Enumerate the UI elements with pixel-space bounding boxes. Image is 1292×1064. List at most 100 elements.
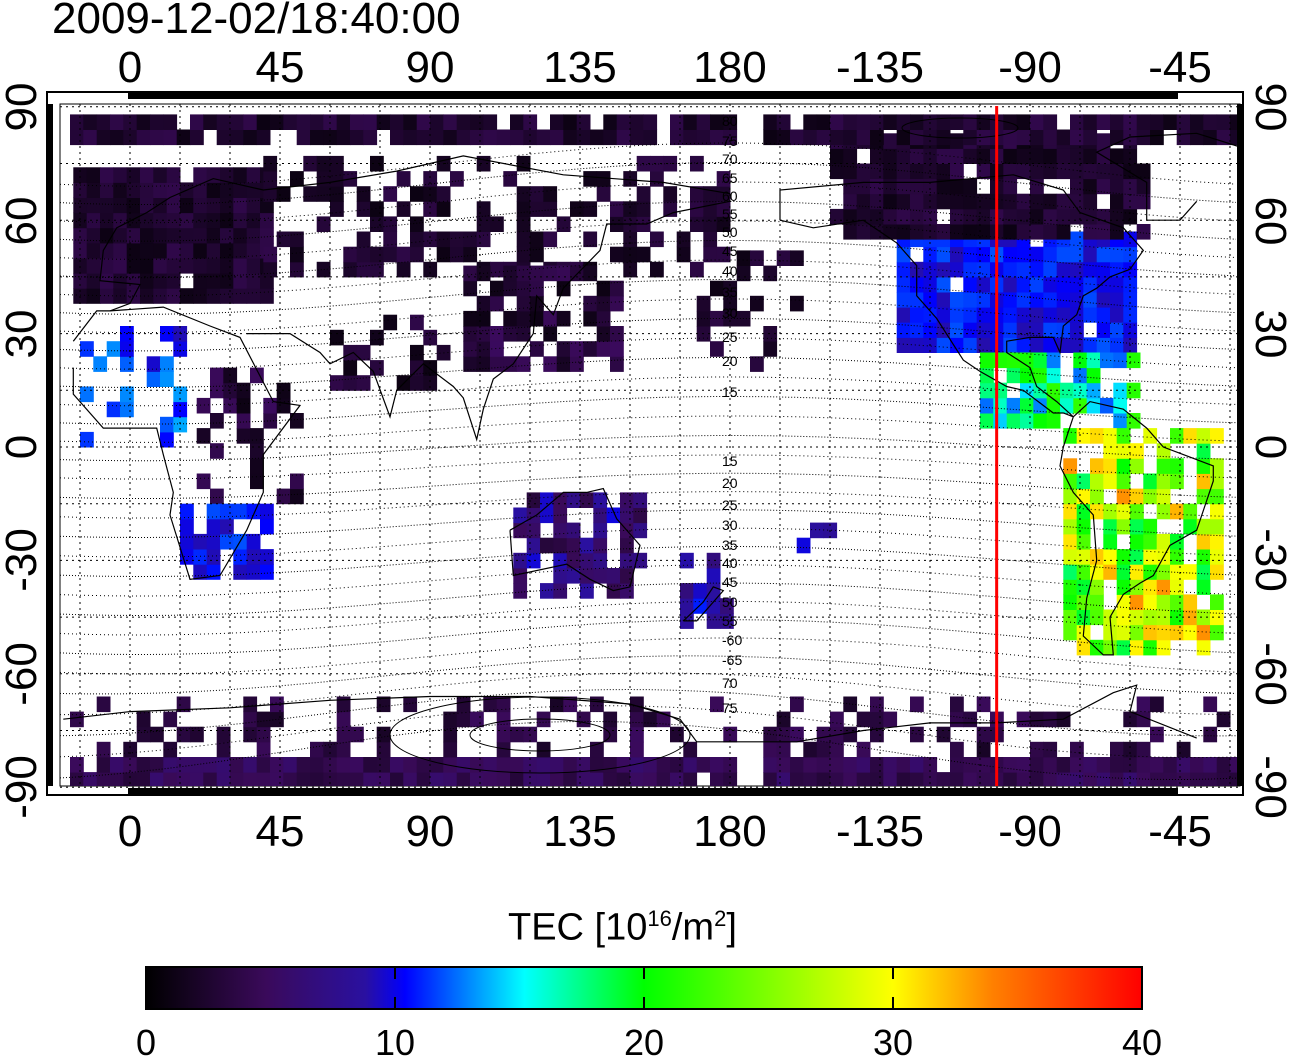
tec-cell — [596, 171, 611, 187]
tec-cell — [1033, 397, 1048, 414]
tec-cell — [436, 246, 451, 263]
tec-cell — [1210, 533, 1224, 550]
tec-cell — [126, 258, 141, 274]
tec-cell — [1190, 129, 1204, 146]
tec-cell — [950, 757, 964, 773]
tec-cell — [323, 129, 338, 146]
tec-cell — [1063, 609, 1078, 626]
tec-cell — [1136, 696, 1151, 713]
tec-cell — [1196, 473, 1211, 490]
tec-cell — [1123, 231, 1138, 248]
tec-cell — [1116, 473, 1131, 490]
tec-cell — [883, 178, 898, 195]
tec-cell — [443, 114, 458, 130]
tec-cell — [436, 186, 451, 202]
tec-cell — [856, 772, 871, 786]
tec-cell — [1116, 458, 1131, 474]
tec-cell — [73, 273, 88, 289]
tec-cell — [86, 212, 101, 229]
tec-cell — [330, 375, 344, 391]
tec-cell — [830, 163, 844, 180]
tec-cell — [1046, 397, 1061, 414]
tec-cell — [603, 114, 618, 130]
tec-cell — [1076, 473, 1091, 490]
tec-cell — [160, 371, 174, 387]
tec-cell — [570, 201, 584, 217]
tec-cell — [1063, 428, 1078, 444]
tec-cell — [790, 772, 804, 786]
tec-cell — [950, 224, 964, 240]
tec-cell — [1203, 772, 1218, 786]
tec-cell — [496, 696, 511, 713]
tec-cell — [166, 242, 181, 259]
tec-cell — [616, 757, 631, 773]
tec-cell — [670, 129, 684, 146]
tec-cell — [516, 246, 531, 263]
tec-cell — [583, 265, 598, 282]
tec-cell — [1260, 167, 1274, 183]
tec-cell — [503, 310, 518, 327]
tec-cell — [1257, 727, 1271, 743]
tec-cell — [690, 216, 704, 232]
tec-cell — [593, 492, 608, 508]
tec-cell — [830, 114, 844, 130]
tec-cell — [193, 288, 208, 304]
tec-cell — [583, 295, 598, 312]
tec-cell — [303, 186, 318, 202]
magnetic-contour — [60, 564, 1237, 597]
magnetic-label: 60 — [722, 188, 738, 204]
tec-cell — [173, 401, 188, 418]
tec-cell — [1243, 712, 1257, 728]
tec-cell — [980, 413, 994, 429]
tec-cell — [216, 741, 231, 758]
tec-cell — [896, 208, 911, 225]
tec-cell — [1110, 276, 1124, 293]
tec-cell — [450, 246, 464, 263]
tec-cell — [543, 186, 558, 202]
tec-cell — [290, 261, 304, 278]
tec-cell — [496, 711, 511, 728]
tec-cell — [763, 326, 778, 342]
magnetic-label: 15 — [722, 384, 738, 400]
tec-cell — [1096, 292, 1111, 308]
tec-cell — [96, 696, 111, 713]
left-edge-bar — [47, 104, 53, 786]
tec-cell — [263, 261, 278, 278]
tec-cell — [830, 129, 844, 146]
tec-cell — [423, 201, 438, 217]
tec-cell — [1103, 473, 1118, 490]
tec-cell — [1003, 148, 1018, 164]
tec-cell — [790, 129, 804, 146]
magnetic-label: 75 — [722, 700, 738, 716]
tec-cell — [630, 757, 644, 773]
tec-cell — [443, 129, 458, 146]
tec-cell — [1043, 337, 1058, 353]
tec-cell — [1136, 757, 1151, 773]
tec-cell — [410, 314, 424, 331]
tec-cell — [703, 201, 718, 217]
tec-cell — [1030, 711, 1044, 728]
tec-cell — [1196, 564, 1211, 580]
tec-cell — [1123, 772, 1138, 786]
tec-cell — [173, 416, 188, 433]
tec-cell — [650, 261, 664, 278]
tec-cell — [483, 696, 498, 713]
tec-cell — [580, 583, 594, 599]
tec-cell — [210, 443, 224, 459]
tec-cell — [550, 772, 564, 786]
tec-cell — [120, 386, 134, 403]
tec-cell — [650, 155, 664, 172]
tec-cell — [1003, 193, 1018, 210]
tec-cell — [1090, 473, 1104, 490]
tec-cell — [530, 201, 544, 217]
tec-cell — [596, 310, 611, 327]
magnetic-contour — [60, 472, 1237, 499]
tec-cell — [350, 726, 364, 743]
bottom-lon-label: 180 — [693, 807, 766, 856]
tec-cell — [1086, 397, 1101, 414]
tec-cell — [763, 741, 778, 758]
tec-cell — [1046, 413, 1061, 429]
tec-cell — [1183, 503, 1198, 520]
tec-cell — [963, 114, 978, 130]
tec-cell — [206, 273, 221, 289]
